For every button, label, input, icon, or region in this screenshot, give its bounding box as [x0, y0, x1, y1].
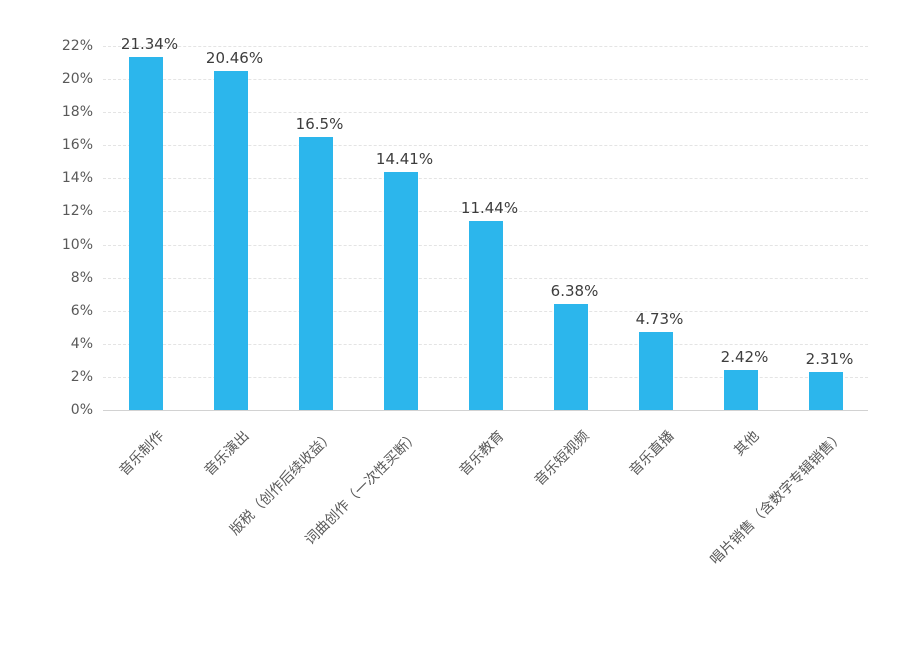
x-tick-label: 其他	[730, 428, 762, 460]
y-tick-label: 22%	[61, 38, 93, 54]
bar	[553, 304, 588, 410]
bar-value-label: 21.34%	[120, 34, 179, 53]
bar	[723, 369, 758, 410]
bar-value-label: 4.73%	[635, 309, 684, 328]
bar	[808, 371, 843, 410]
x-tick-label: 音乐演出	[201, 428, 252, 480]
y-tick-label: 20%	[61, 71, 93, 88]
bar-value-label: 11.44%	[460, 198, 519, 217]
y-tick-label: 12%	[61, 203, 93, 220]
x-tick-label: 唱片销售（含数字专辑销售）	[706, 428, 847, 569]
bar	[638, 331, 673, 410]
bar	[128, 56, 163, 410]
y-tick-label: 16%	[61, 137, 93, 154]
bar-value-label: 20.46%	[205, 49, 264, 68]
x-tick-label: 音乐短视频	[531, 428, 592, 489]
bar	[213, 71, 248, 410]
y-tick-label: 18%	[61, 104, 93, 121]
bar-value-label: 6.38%	[550, 282, 599, 301]
y-tick-label: 6%	[70, 302, 93, 319]
gridline	[103, 145, 868, 147]
y-tick-label: 14%	[61, 170, 93, 187]
y-tick-label: 8%	[70, 269, 93, 286]
x-tick-label: 音乐直播	[626, 428, 677, 480]
y-tick-label: 10%	[61, 236, 93, 253]
plot-area: 21.34% 20.46% 16.5% 14.41% 11.44% 6.38% 4.73% 2…	[103, 35, 868, 411]
gridline	[103, 112, 868, 114]
y-tick-label: 0%	[70, 402, 93, 418]
gridline	[103, 46, 868, 47]
x-axis-line	[103, 410, 868, 411]
bar-value-label: 16.5%	[295, 115, 344, 133]
bar	[298, 137, 333, 410]
gridline	[103, 79, 868, 81]
bar	[468, 220, 503, 410]
bar-value-label: 2.42%	[720, 347, 769, 366]
x-axis: 音乐制作 音乐演出 版税（创作后续收益） 词曲创作（一次性买断） 音乐教育 音乐短视频 音乐…	[103, 420, 868, 658]
y-axis: 0% 2% 4% 6% 8% 10% 12% 14% 16% 18% 20% 22%	[0, 0, 93, 658]
gridline	[103, 211, 868, 213]
bar-value-label: 14.41%	[375, 149, 434, 168]
bar-value-label: 2.31%	[805, 349, 854, 368]
bar	[383, 171, 418, 410]
y-tick-label: 2%	[70, 368, 93, 385]
y-tick-label: 4%	[70, 335, 93, 352]
x-tick-label: 音乐教育	[456, 428, 507, 480]
x-tick-label: 音乐制作	[116, 428, 167, 480]
gridline	[103, 178, 868, 180]
